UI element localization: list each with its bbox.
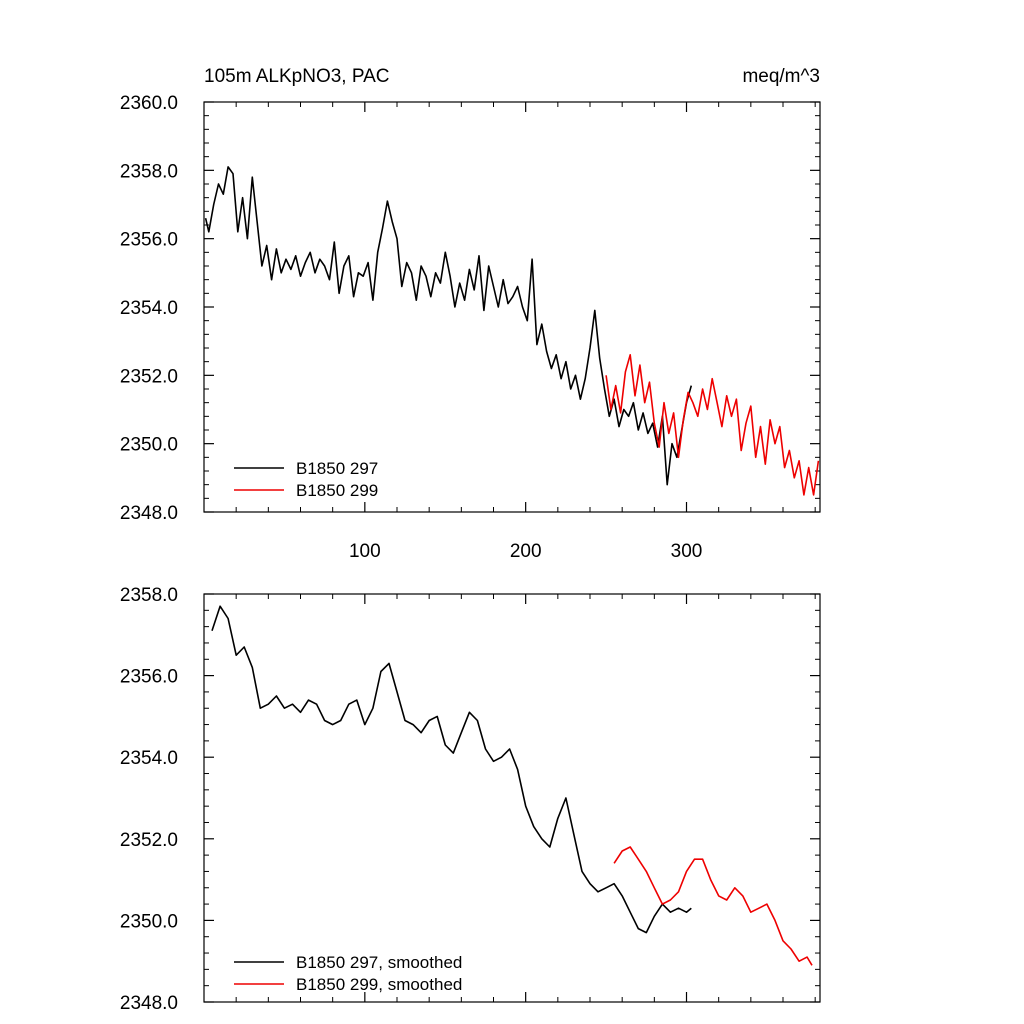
chart-title-right: meq/m^3	[742, 66, 820, 87]
y-tick-label: 2358.0	[120, 585, 178, 606]
y-tick-label: 2360.0	[120, 93, 178, 114]
top-panel: 105m ALKpNO3, PAC meq/m^3 100 200 300 2348.…	[120, 66, 821, 562]
series-lines	[204, 166, 820, 496]
y-tick-label: 2354.0	[120, 298, 178, 319]
series-line-b1850-299	[613, 846, 813, 966]
legend: B1850 297 B1850 299	[234, 459, 378, 500]
legend-label: B1850 299	[296, 481, 378, 500]
plot-frame	[203, 101, 821, 513]
y-tick-label: 2348.0	[120, 503, 178, 524]
series-line-b1850-297	[204, 166, 693, 486]
x-tick-label: 300	[671, 541, 703, 562]
y-tick-label: 2350.0	[120, 911, 178, 932]
chart-title-left: 105m ALKpNO3, PAC	[204, 66, 390, 87]
x-tick-label: 200	[510, 541, 542, 562]
y-tick-label: 2356.0	[120, 230, 178, 251]
x-tick-label: 100	[349, 541, 381, 562]
y-tick-label: 2356.0	[120, 667, 178, 688]
legend-label: B1850 297	[296, 459, 378, 478]
y-tick-label: 2352.0	[120, 830, 178, 851]
y-tick-label: 2354.0	[120, 748, 178, 769]
axis-ticks: 100 200 300 2348.0 2350.0 2352.0 2354.0 2356.0 2…	[120, 93, 820, 562]
y-tick-label: 2358.0	[120, 161, 178, 182]
y-tick-label: 2352.0	[120, 366, 178, 387]
legend: B1850 297, smoothed B1850 299, smoothed	[234, 953, 462, 994]
y-tick-label: 2350.0	[120, 435, 178, 456]
axis-ticks: 2348.0 2350.0 2352.0 2354.0 2356.0 2358.0	[120, 585, 820, 1014]
series-line-b1850-299	[605, 353, 820, 496]
legend-label: B1850 297, smoothed	[296, 953, 462, 972]
plot-frame	[203, 593, 821, 1003]
bottom-panel: 2348.0 2350.0 2352.0 2354.0 2356.0 2358.0 B18…	[120, 585, 821, 1014]
series-lines	[211, 605, 813, 966]
y-tick-label: 2348.0	[120, 993, 178, 1014]
legend-label: B1850 299, smoothed	[296, 975, 462, 994]
series-line-b1850-297	[211, 605, 692, 934]
